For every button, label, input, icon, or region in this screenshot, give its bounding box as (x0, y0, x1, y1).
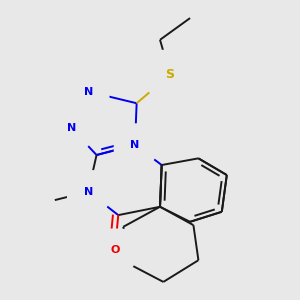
Text: S: S (166, 68, 175, 81)
Text: N: N (67, 123, 76, 133)
Text: N: N (84, 87, 93, 97)
Text: N: N (84, 187, 93, 197)
Text: O: O (110, 245, 120, 255)
Text: N: N (130, 140, 140, 150)
